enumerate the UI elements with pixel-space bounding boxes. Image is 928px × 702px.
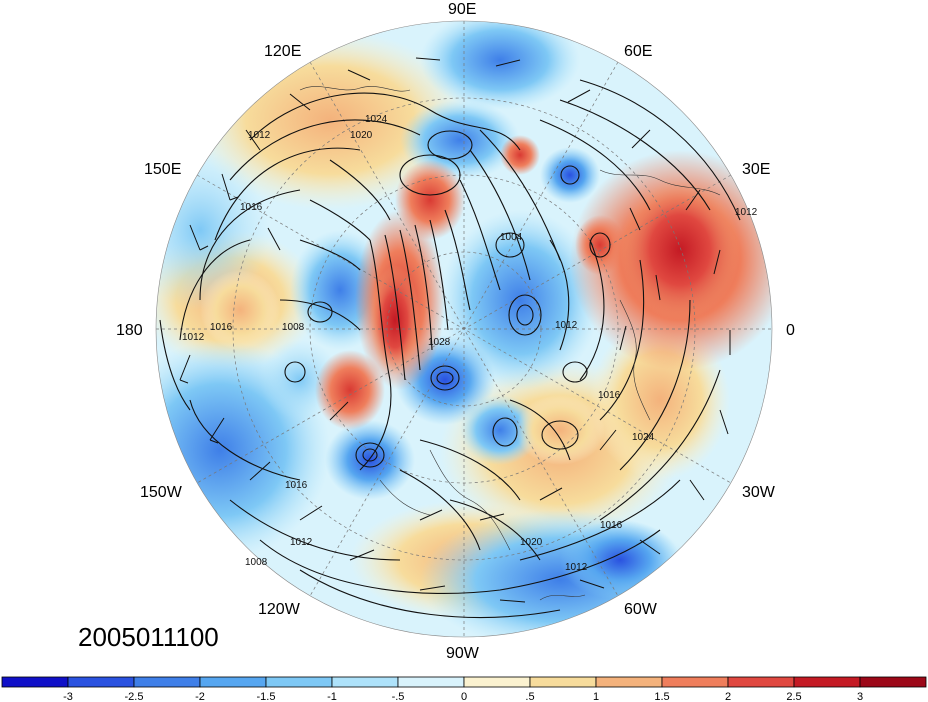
- contour-label: 1024: [632, 432, 655, 443]
- lon-label-120w: 120W: [258, 601, 301, 618]
- lon-label-150e: 150E: [144, 161, 181, 178]
- contour-label: 1016: [240, 202, 263, 213]
- contour-label: 1016: [600, 520, 623, 531]
- lon-label-60w: 60W: [624, 601, 658, 618]
- colorbar-tick-label: -2.5: [125, 691, 144, 702]
- colorbar-tick-label: -3: [63, 691, 73, 702]
- colorbar-tick-label: 0: [461, 691, 467, 702]
- polar-map: 1012 1016 1020 1024 1004 1008 1028 1012 …: [116, 1, 795, 662]
- date-label: 2005011100: [78, 622, 219, 652]
- colorbar-tick-label: -.5: [392, 691, 405, 702]
- contour-label: 1012: [248, 130, 271, 141]
- coastlines: [299, 86, 721, 601]
- colorbar-box: [1, 676, 69, 688]
- contour-label: 1020: [520, 537, 543, 548]
- colorbar-box: [397, 676, 465, 688]
- lon-label-120e: 120E: [264, 43, 301, 60]
- colorbar-box: [199, 676, 267, 688]
- colorbar-tick-labels: -3 -2.5 -2 -1.5 -1 -.5 0 .5 1 1.5 2 2.5 3: [63, 691, 863, 702]
- lon-label-90e: 90E: [448, 1, 476, 18]
- colorbar-box: [793, 676, 861, 688]
- contour-label: 1016: [598, 390, 621, 401]
- colorbar-tick-label: -1: [327, 691, 337, 702]
- colorbar-box: [661, 676, 729, 688]
- colorbar-boxes: [1, 676, 927, 688]
- contour-label: 1012: [735, 207, 758, 218]
- colorbar-box: [529, 676, 597, 688]
- map-border: [155, 20, 773, 638]
- longitude-labels: 90E 60E 30E 0 30W 60W 90W 120W 150W 180 …: [116, 1, 795, 662]
- contour-label: 1008: [282, 322, 305, 333]
- lon-label-60e: 60E: [624, 43, 652, 60]
- graticule: [156, 21, 772, 637]
- contour-label: 1008: [245, 557, 268, 568]
- colorbar-tick-label: .5: [525, 691, 534, 702]
- colorbar: -3 -2.5 -2 -1.5 -1 -.5 0 .5 1 1.5 2 2.5 3: [1, 676, 927, 702]
- contour-label: 1012: [555, 320, 578, 331]
- colorbar-box: [133, 676, 201, 688]
- colorbar-box: [331, 676, 399, 688]
- lon-label-90w: 90W: [446, 645, 480, 662]
- colorbar-box: [67, 676, 135, 688]
- colorbar-box: [463, 676, 531, 688]
- colorbar-tick-label: 2.5: [786, 691, 801, 702]
- colorbar-tick-label: 1: [593, 691, 599, 702]
- colorbar-box: [727, 676, 795, 688]
- contour-label: 1012: [565, 562, 588, 573]
- contour-label: 1028: [428, 337, 451, 348]
- colorbar-box: [859, 676, 927, 688]
- wind-barbs: [179, 57, 731, 603]
- lon-label-150w: 150W: [140, 484, 183, 501]
- lon-label-0: 0: [786, 322, 795, 339]
- contour-label: 1016: [210, 322, 233, 333]
- colorbar-tick-label: 2: [725, 691, 731, 702]
- colorbar-tick-label: 1.5: [654, 691, 669, 702]
- contour-label: 1024: [365, 114, 388, 125]
- colorbar-box: [265, 676, 333, 688]
- contour-labels: 1012 1016 1020 1024 1004 1008 1028 1012 …: [182, 114, 758, 573]
- lon-label-180: 180: [116, 322, 143, 339]
- contour-label: 1012: [290, 537, 313, 548]
- contour-label: 1016: [285, 480, 308, 491]
- isobars: [159, 79, 741, 618]
- colorbar-box: [595, 676, 663, 688]
- lon-label-30w: 30W: [742, 484, 776, 501]
- contour-label: 1004: [500, 232, 523, 243]
- contour-label: 1012: [182, 332, 205, 343]
- contour-label: 1020: [350, 130, 373, 141]
- colorbar-tick-label: 3: [857, 691, 863, 702]
- colorbar-tick-label: -1.5: [257, 691, 276, 702]
- lon-label-30e: 30E: [742, 161, 770, 178]
- colorbar-tick-label: -2: [195, 691, 205, 702]
